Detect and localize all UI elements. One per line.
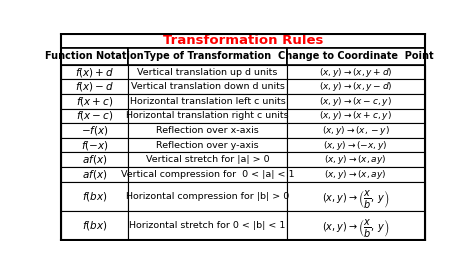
Text: $(x, y) \rightarrow (x, -y)$: $(x, y) \rightarrow (x, -y)$: [322, 124, 390, 137]
Text: $f(x + c)$: $f(x + c)$: [76, 95, 113, 108]
Text: Vertical translation down d units: Vertical translation down d units: [130, 82, 284, 91]
Text: $af(x)$: $af(x)$: [82, 168, 108, 181]
Bar: [287, 182, 425, 211]
Bar: [287, 211, 425, 240]
Text: $f(x - c)$: $f(x - c)$: [76, 109, 113, 122]
Bar: [128, 109, 287, 123]
Bar: [287, 138, 425, 153]
Text: Vertical stretch for |a| > 0: Vertical stretch for |a| > 0: [146, 155, 269, 164]
Bar: [128, 167, 287, 182]
Text: $(x, y) \rightarrow (x, y+d)$: $(x, y) \rightarrow (x, y+d)$: [319, 66, 392, 79]
Text: $f(bx)$: $f(bx)$: [82, 190, 108, 203]
Text: Vertical translation up d units: Vertical translation up d units: [137, 68, 278, 77]
Text: $f(x) - d$: $f(x) - d$: [75, 80, 114, 93]
Text: $(x, y) \rightarrow (x, ay)$: $(x, y) \rightarrow (x, ay)$: [325, 168, 387, 181]
Text: Change to Coordinate  Point: Change to Coordinate Point: [278, 51, 434, 62]
Text: $(x, y) \rightarrow (x+c, y)$: $(x, y) \rightarrow (x+c, y)$: [319, 109, 392, 122]
Text: $(x, y) \rightarrow (-x, y)$: $(x, y) \rightarrow (-x, y)$: [323, 139, 388, 152]
Bar: [287, 48, 425, 65]
Bar: [287, 123, 425, 138]
Text: Horizontal stretch for 0 < |b| < 1: Horizontal stretch for 0 < |b| < 1: [129, 221, 286, 230]
Text: $(x, y) \rightarrow (x, ay)$: $(x, y) \rightarrow (x, ay)$: [325, 153, 387, 166]
Bar: [287, 167, 425, 182]
Bar: [61, 182, 128, 211]
Bar: [61, 94, 128, 109]
Text: Transformation Rules: Transformation Rules: [163, 34, 323, 47]
Bar: [128, 153, 287, 167]
Bar: [128, 138, 287, 153]
Bar: [128, 79, 287, 94]
Bar: [61, 167, 128, 182]
Bar: [128, 65, 287, 79]
Text: $f(bx)$: $f(bx)$: [82, 219, 108, 232]
Text: Function Notation: Function Notation: [46, 51, 144, 62]
Bar: [61, 65, 128, 79]
Text: Reflection over y-axis: Reflection over y-axis: [156, 141, 259, 150]
Bar: [61, 138, 128, 153]
Bar: [61, 123, 128, 138]
Bar: [61, 34, 425, 48]
Bar: [61, 153, 128, 167]
Text: $-f(x)$: $-f(x)$: [81, 124, 109, 137]
Text: $af(x)$: $af(x)$: [82, 153, 108, 166]
Text: $(x, y) \rightarrow (x-c, y)$: $(x, y) \rightarrow (x-c, y)$: [319, 95, 392, 108]
Bar: [61, 109, 128, 123]
Text: Type of Transformation: Type of Transformation: [144, 51, 271, 62]
Text: Horizontal compression for |b| > 0: Horizontal compression for |b| > 0: [126, 192, 289, 201]
Bar: [61, 79, 128, 94]
Text: $f(x) + d$: $f(x) + d$: [75, 66, 114, 79]
Bar: [128, 182, 287, 211]
Bar: [61, 211, 128, 240]
Text: Horizontal translation right c units: Horizontal translation right c units: [126, 111, 289, 120]
Text: $(x, y) \rightarrow (x, y-d)$: $(x, y) \rightarrow (x, y-d)$: [319, 80, 392, 93]
Bar: [287, 109, 425, 123]
Text: Vertical compression for  0 < |a| < 1: Vertical compression for 0 < |a| < 1: [121, 170, 294, 179]
Bar: [287, 65, 425, 79]
Text: $(x, y) \rightarrow \left(\dfrac{x}{b},\, y\right)$: $(x, y) \rightarrow \left(\dfrac{x}{b},\…: [322, 217, 389, 239]
Text: $(x, y) \rightarrow \left(\dfrac{x}{b},\, y\right)$: $(x, y) \rightarrow \left(\dfrac{x}{b},\…: [322, 188, 389, 210]
Bar: [128, 48, 287, 65]
Bar: [287, 94, 425, 109]
Text: Horizontal translation left c units: Horizontal translation left c units: [129, 97, 285, 106]
Bar: [287, 79, 425, 94]
Bar: [128, 94, 287, 109]
Text: $f(-x)$: $f(-x)$: [81, 139, 109, 152]
Bar: [287, 153, 425, 167]
Bar: [128, 123, 287, 138]
Text: Reflection over x-axis: Reflection over x-axis: [156, 126, 259, 135]
Bar: [128, 211, 287, 240]
Bar: [61, 48, 128, 65]
